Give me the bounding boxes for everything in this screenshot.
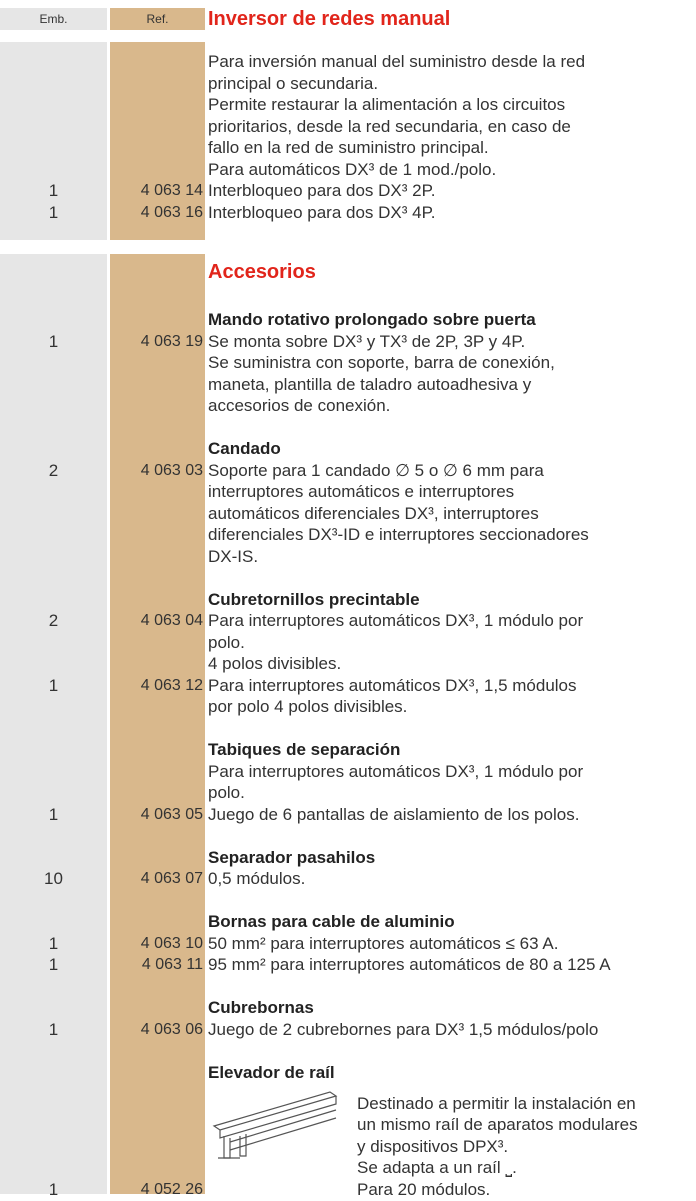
ref-header: Ref. [146,12,169,26]
description-line: 4 polos divisibles. [208,654,342,673]
description-line: Permite restaurar la alimentación a los … [208,95,566,114]
description-line: polo. [208,632,245,652]
section-title: Accesorios [208,261,316,283]
description-line: Se suministra con soporte, barra de cone… [208,353,555,372]
description-line: Interbloqueo para dos DX³ 4P. [208,202,436,222]
emb-band [0,254,107,1194]
description-line: 0,5 módulos. [208,869,306,888]
ref-code: 4 063 14 [140,182,203,199]
ref-code: 4 063 11 [141,956,203,973]
description-line: Soporte para 1 candado ∅ 5 o ∅ 6 mm para [208,460,544,480]
description-line: Interbloqueo para dos DX³ 2P. [208,181,436,200]
description-line: Para interruptores automáticos DX³, 1,5 … [208,675,577,695]
ref-code: 4 063 10 [140,934,203,952]
ref-code: 4 063 07 [140,870,203,887]
description-line: interruptores automáticos e interruptore… [208,482,515,501]
description-line: Juego de 6 pantallas de aislamiento de l… [208,804,580,824]
emb-value: 1 [48,933,59,953]
emb-value: 1 [48,804,59,824]
emb-band [0,42,107,240]
description-line: 50 mm² para interruptores automáticos ≤ … [208,933,559,953]
description-line: maneta, plantilla de taladro autoadhesiv… [208,374,532,394]
group-heading: Bornas para cable de aluminio [208,912,455,931]
ref-code: 4 063 12 [140,676,203,694]
ref-code: 4 063 03 [140,461,203,479]
description-line: diferenciales DX³-ID e interruptores sec… [208,525,589,544]
emb-value: 1 [48,202,59,222]
description-line: prioritarios, desde la red secundaria, e… [208,116,571,136]
group-heading: Cubrebornas [208,998,314,1017]
emb-value: 2 [48,460,59,480]
group-heading: Candado [208,439,281,458]
emb-header: Emb. [39,12,68,26]
ref-code: 4 063 19 [140,332,203,350]
emb-value: 2 [48,611,59,630]
ref-band [110,254,205,1194]
description-line: Se adapta a un raíl ⎵. [357,1158,517,1177]
description-line: Para interruptores automáticos DX³, 1 mó… [208,611,584,630]
description-line: accesorios de conexión. [208,396,391,415]
description-line: Para interruptores automáticos DX³, 1 mó… [208,761,584,781]
description-line: Juego de 2 cubrebornes para DX³ 1,5 módu… [208,1019,599,1039]
emb-value: 1 [48,181,59,200]
group-heading: Tabiques de separación [208,740,401,759]
group-heading: Cubretornillos precintable [208,589,420,609]
emb-value: 1 [48,675,59,695]
description-line: DX-IS. [208,546,259,566]
group-heading: Separador pasahilos [208,847,376,867]
ref-code: 4 063 04 [140,612,203,629]
rail-illustration [212,1091,338,1159]
emb-value: 1 [48,331,59,351]
ref-header-box [110,8,205,30]
description-line: Para inversión manual del suministro des… [208,52,586,71]
description-line: y dispositivos DPX³. [357,1136,509,1156]
section-title: Inversor de redes manual [208,8,451,30]
description-line: principal o secundaria. [208,73,379,93]
ref-band [110,42,205,240]
ref-code: 4 052 26 [140,1180,203,1198]
description-line: polo. [208,783,245,802]
ref-code: 4 063 16 [140,203,203,221]
description-line: Para automáticos DX³ de 1 mod./polo. [208,159,497,179]
group-heading: Elevador de raíl [208,1062,335,1082]
description-line: un mismo raíl de aparatos modulares [357,1115,638,1134]
group-heading: Mando rotativo prolongado sobre puerta [208,310,536,329]
emb-value: 10 [44,869,63,888]
description-line: Destinado a permitir la instalación en [357,1093,636,1113]
description-line: Para 20 módulos. [357,1179,491,1199]
description-line: Se monta sobre DX³ y TX³ de 2P, 3P y 4P. [208,331,526,351]
description-line: automáticos diferenciales DX³, interrupt… [208,503,539,523]
description-line: fallo en la red de suministro principal. [208,138,489,157]
ref-code: 4 063 06 [140,1020,203,1038]
emb-value: 1 [48,1179,59,1199]
emb-value: 1 [48,1019,59,1039]
emb-value: 1 [48,955,59,974]
emb-header-box [0,8,107,30]
description-line: 95 mm² para interruptores automáticos de… [208,955,611,974]
description-line: por polo 4 polos divisibles. [208,697,408,716]
ref-code: 4 063 05 [140,805,203,823]
